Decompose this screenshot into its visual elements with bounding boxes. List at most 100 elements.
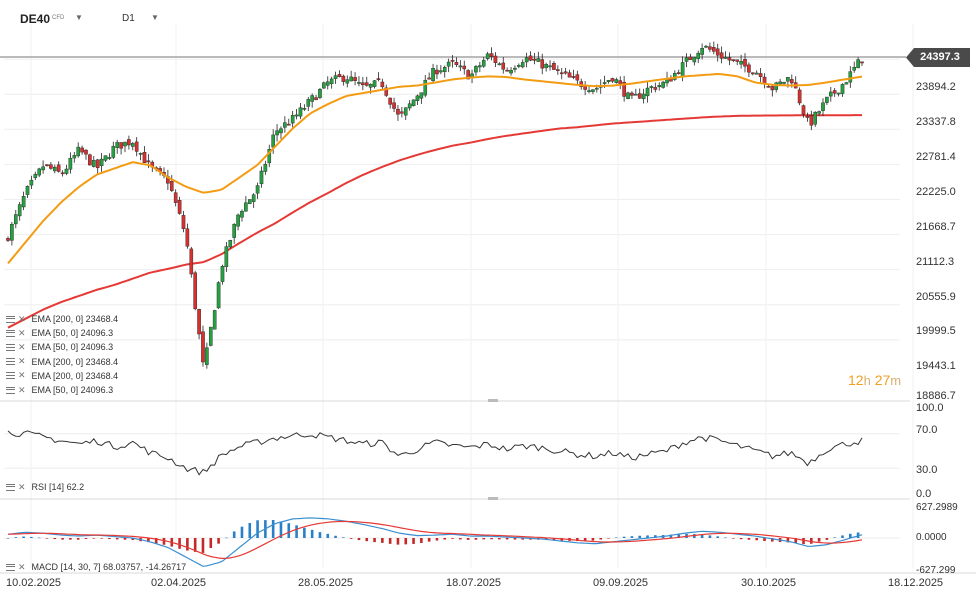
candle-countdown: 12h 27m xyxy=(848,372,901,388)
symbol-dropdown-icon[interactable]: ▼ xyxy=(75,13,83,22)
candle-body xyxy=(649,86,654,88)
macd-histogram-bar xyxy=(700,534,704,538)
candle-body xyxy=(552,63,556,70)
menu-icon[interactable] xyxy=(6,344,15,351)
candle-body xyxy=(493,55,498,63)
countdown-minutes-unit: m xyxy=(890,373,902,388)
countdown-hours: 12 xyxy=(848,372,864,388)
macd-histogram-bar xyxy=(396,538,400,545)
candle-body xyxy=(251,194,256,202)
candle-body xyxy=(860,61,864,64)
candle-body xyxy=(583,86,587,90)
macd-histogram-bar xyxy=(404,538,408,545)
candle-body xyxy=(754,72,759,75)
candle-body xyxy=(509,69,513,74)
timeframe-selector[interactable]: D1 xyxy=(122,13,135,24)
macd-histogram-bar xyxy=(178,538,181,549)
macd-histogram-bar xyxy=(810,538,813,544)
price-tick-label: 22781.4 xyxy=(916,151,956,163)
close-icon[interactable]: ✕ xyxy=(18,356,26,367)
macd-histogram-bar xyxy=(638,535,642,538)
candle-body xyxy=(130,143,135,147)
rsi-tick-label: 100.0 xyxy=(916,402,944,414)
macd-histogram-bar xyxy=(630,536,634,538)
menu-icon[interactable] xyxy=(6,483,15,491)
candle-body xyxy=(731,59,736,61)
indicator-row: ✕ EMA [200, 0] 23468.4 xyxy=(6,312,118,326)
menu-icon[interactable] xyxy=(6,563,15,571)
macd-histogram-bar xyxy=(654,535,657,538)
candle-body xyxy=(64,168,69,174)
candlestick-series xyxy=(6,41,864,369)
candle-body xyxy=(501,62,506,70)
macd-histogram-bar xyxy=(37,537,41,539)
candle-body xyxy=(286,123,291,126)
candle-body xyxy=(712,47,716,52)
macd-histogram-bar xyxy=(108,538,111,540)
menu-icon[interactable] xyxy=(6,358,15,366)
macd-signal-path xyxy=(7,520,863,560)
candle-body xyxy=(181,215,186,229)
candle-body xyxy=(715,48,720,56)
indicator-label: EMA [50, 0] 24096.3 xyxy=(31,342,114,353)
ema50-line xyxy=(7,72,863,265)
macd-histogram-bar xyxy=(388,538,392,544)
menu-icon[interactable] xyxy=(6,315,15,323)
close-icon[interactable]: ✕ xyxy=(18,370,26,381)
close-icon[interactable]: ✕ xyxy=(18,561,26,572)
date-tick-label: 30.10.2025 xyxy=(741,577,797,589)
candle-body xyxy=(559,72,564,75)
close-icon[interactable]: ✕ xyxy=(18,327,26,338)
candle-body xyxy=(341,75,346,82)
candle-body xyxy=(29,179,34,186)
date-tick-label: 09.09.2025 xyxy=(593,577,649,589)
candle-body xyxy=(610,78,615,82)
menu-icon[interactable] xyxy=(6,386,15,394)
candle-body xyxy=(844,82,849,85)
macd-histogram-bar xyxy=(349,538,353,539)
candle-body xyxy=(481,60,486,67)
candle-body xyxy=(840,84,845,94)
menu-icon[interactable] xyxy=(6,372,15,380)
candle-body xyxy=(657,85,662,88)
candle-body xyxy=(247,199,252,204)
candle-body xyxy=(423,79,428,96)
price-tick-label: 20555.9 xyxy=(916,291,956,303)
candle-body xyxy=(10,223,14,241)
candle-body xyxy=(400,111,404,114)
candle-body xyxy=(25,185,30,195)
candle-body xyxy=(103,155,108,161)
macd-histogram-bar xyxy=(490,538,493,540)
candle-body xyxy=(520,62,525,68)
candle-body xyxy=(283,122,287,128)
panel-resize-handle xyxy=(488,399,498,402)
candle-body xyxy=(41,166,45,171)
macd-histogram-bar xyxy=(295,525,298,538)
menu-icon[interactable] xyxy=(6,329,15,337)
macd-histogram-bar xyxy=(201,538,205,553)
candle-body xyxy=(618,80,623,85)
price-tick-label: 21112.3 xyxy=(916,256,955,268)
macd-line-path xyxy=(7,517,863,567)
candle-body xyxy=(411,99,416,107)
close-icon[interactable]: ✕ xyxy=(18,342,26,352)
rsi-tick-label: 70.0 xyxy=(916,424,938,436)
candle-body xyxy=(848,71,853,83)
candle-body xyxy=(700,48,704,55)
macd-histogram-bar xyxy=(435,538,439,541)
close-icon[interactable]: ✕ xyxy=(18,384,26,395)
macd-histogram-bar xyxy=(326,533,330,538)
macd-histogram-bar xyxy=(856,532,860,538)
timeframe-dropdown-icon[interactable]: ▼ xyxy=(151,13,159,22)
candle-body xyxy=(790,79,794,84)
close-icon[interactable]: ✕ xyxy=(18,481,26,492)
candle-body xyxy=(571,76,576,78)
macd-histogram-bar xyxy=(271,519,275,538)
close-icon[interactable]: ✕ xyxy=(18,313,26,324)
candle-body xyxy=(263,163,268,172)
macd-histogram-bar xyxy=(30,536,33,538)
macd-histogram-bar xyxy=(69,538,72,540)
symbol-name[interactable]: DE40 xyxy=(20,12,51,26)
macd-histogram-bar xyxy=(763,538,766,542)
